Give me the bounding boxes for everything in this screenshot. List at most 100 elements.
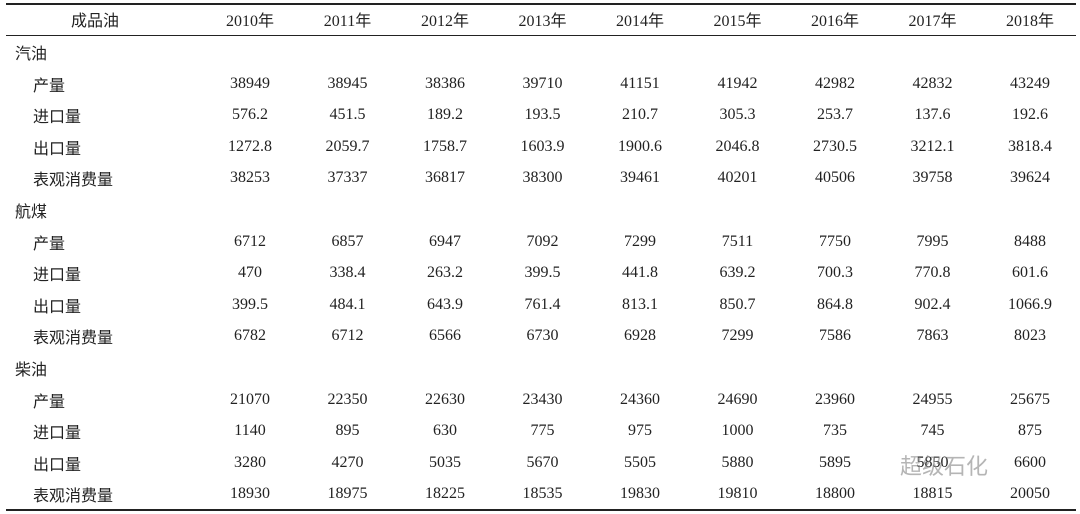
row-label: 进口量 [33, 267, 82, 285]
value-cell: 8023 [1014, 327, 1046, 345]
header-cell: 2013年 [518, 13, 567, 30]
value-cell: 38949 [230, 74, 270, 92]
group-label: 汽油 [15, 46, 48, 63]
value-cell: 5850 [916, 453, 949, 471]
value-cell: 19810 [717, 485, 758, 503]
value-cell: 6600 [1014, 453, 1046, 471]
value-cell: 399.5 [232, 295, 268, 313]
value-cell: 5880 [721, 453, 754, 471]
value-cell: 38945 [327, 74, 368, 92]
value-cell: 4270 [331, 453, 364, 471]
value-cell: 6730 [526, 327, 559, 345]
top-rule [6, 3, 1076, 5]
value-cell: 6566 [429, 327, 461, 345]
value-cell: 2059.7 [325, 137, 370, 155]
bottom-rule [6, 509, 1076, 511]
value-cell: 7995 [916, 232, 949, 250]
header-rule [6, 35, 1076, 36]
value-cell: 1272.8 [228, 137, 272, 155]
value-cell: 441.8 [622, 264, 658, 282]
value-cell: 6712 [234, 232, 266, 250]
header-cell: 2010年 [225, 13, 275, 30]
row-label: 出口量 [33, 140, 82, 158]
value-cell: 305.3 [719, 106, 756, 124]
value-cell: 1603.9 [520, 137, 565, 155]
value-cell: 484.1 [329, 295, 366, 313]
value-cell: 5035 [429, 453, 461, 471]
value-cell: 23430 [522, 390, 563, 408]
header-cell: 2012年 [420, 13, 470, 30]
value-cell: 21070 [230, 390, 270, 408]
value-cell: 639.2 [719, 264, 756, 282]
value-cell: 5895 [819, 453, 851, 471]
value-cell: 18815 [912, 485, 953, 503]
value-cell: 775 [530, 422, 555, 440]
value-cell: 43249 [1010, 74, 1050, 92]
value-cell: 770.8 [914, 264, 951, 282]
row-label: 产量 [33, 393, 66, 411]
value-cell: 189.2 [427, 106, 463, 124]
value-cell: 22630 [425, 390, 465, 408]
value-cell: 451.5 [329, 106, 366, 124]
value-cell: 630 [433, 422, 457, 440]
value-cell: 735 [823, 422, 847, 440]
value-cell: 5670 [526, 453, 559, 471]
value-cell: 253.7 [817, 106, 853, 124]
value-cell: 2730.5 [813, 137, 857, 155]
row-label: 产量 [33, 235, 66, 253]
value-cell: 3280 [234, 453, 266, 471]
value-cell: 6857 [331, 232, 364, 250]
value-cell: 40201 [717, 169, 758, 187]
row-label: 表观消费量 [33, 330, 114, 348]
value-cell: 20050 [1010, 485, 1050, 503]
header-cell: 2011年 [323, 13, 372, 30]
value-cell: 41942 [717, 74, 758, 92]
group-label: 柴油 [15, 362, 48, 379]
value-cell: 6928 [624, 327, 656, 345]
value-cell: 1758.7 [423, 137, 467, 155]
value-cell: 25675 [1010, 390, 1050, 408]
value-cell: 576.2 [232, 106, 268, 124]
value-cell: 24955 [912, 390, 953, 408]
value-cell: 1140 [234, 422, 266, 440]
value-cell: 39758 [912, 169, 953, 187]
value-cell: 700.3 [817, 264, 853, 282]
value-cell: 23960 [815, 390, 855, 408]
value-cell: 1066.9 [1008, 295, 1052, 313]
value-cell: 38386 [425, 74, 465, 92]
value-cell: 39624 [1010, 169, 1050, 187]
value-cell: 7586 [819, 327, 851, 345]
value-cell: 7511 [721, 232, 754, 250]
value-cell: 18975 [327, 485, 368, 503]
row-label: 表观消费量 [33, 172, 114, 190]
watermark: 超级石化 [900, 455, 989, 480]
value-cell: 210.7 [622, 106, 658, 124]
value-cell: 36817 [425, 169, 465, 187]
value-cell: 18225 [425, 485, 465, 503]
value-cell: 18930 [230, 485, 270, 503]
value-cell: 24360 [620, 390, 660, 408]
value-cell: 38300 [522, 169, 563, 187]
value-cell: 1000 [721, 422, 754, 440]
row-label: 出口量 [33, 456, 82, 474]
value-cell: 6712 [331, 327, 364, 345]
row-label: 产量 [33, 77, 66, 95]
header-cell: 2017年 [908, 13, 957, 30]
value-cell: 761.4 [524, 295, 561, 313]
value-cell: 601.6 [1012, 264, 1048, 282]
value-cell: 643.9 [427, 295, 463, 313]
value-cell: 864.8 [817, 295, 853, 313]
value-cell: 7299 [624, 232, 656, 250]
value-cell: 5505 [624, 453, 656, 471]
value-cell: 7750 [819, 232, 851, 250]
value-cell: 7092 [526, 232, 559, 250]
value-cell: 42832 [912, 74, 953, 92]
value-cell: 39461 [620, 169, 660, 187]
value-cell: 38253 [230, 169, 270, 187]
value-cell: 40506 [815, 169, 855, 187]
header-cell: 2016年 [810, 13, 860, 30]
value-cell: 6782 [234, 327, 266, 345]
value-cell: 399.5 [524, 264, 561, 282]
value-cell: 24690 [717, 390, 758, 408]
